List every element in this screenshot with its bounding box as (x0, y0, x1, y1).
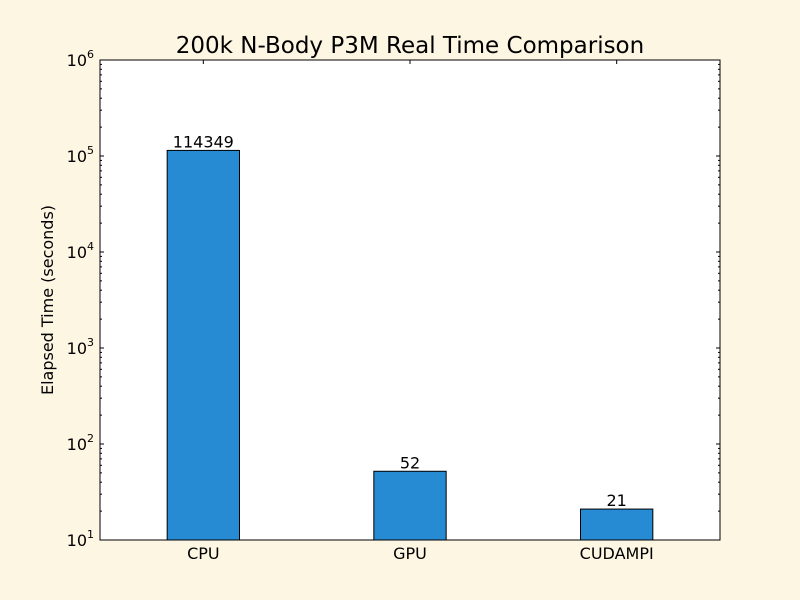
y-tick-label: 101 (67, 528, 94, 550)
bar-gpu (373, 470, 447, 541)
x-tick-labels: CPU GPU CUDAMPI (187, 544, 654, 563)
y-tick-label: 106 (67, 48, 94, 70)
x-tick-label: CUDAMPI (580, 544, 654, 563)
data-label: 52 (400, 453, 420, 472)
data-label: 21 (606, 491, 626, 510)
chart-title: 200k N-Body P3M Real Time Comparison (176, 33, 644, 59)
x-tick-label: GPU (393, 544, 427, 563)
bar-cpu (166, 149, 241, 541)
y-tick-label: 105 (67, 144, 94, 166)
data-label: 114349 (173, 132, 234, 151)
plot-frame (99, 59, 721, 541)
x-tick-label: CPU (187, 544, 220, 563)
y-tick-label: 104 (67, 240, 94, 262)
y-tick-label: 103 (67, 336, 94, 358)
y-axis-label: Elapsed Time (seconds) (38, 205, 57, 395)
y-tick-labels: 101 102 103 104 105 106 (67, 48, 94, 550)
bars (166, 149, 654, 541)
bar-cudampi (580, 508, 654, 541)
y-tick-label: 102 (67, 432, 94, 454)
data-labels: 114349 52 21 (173, 132, 627, 510)
